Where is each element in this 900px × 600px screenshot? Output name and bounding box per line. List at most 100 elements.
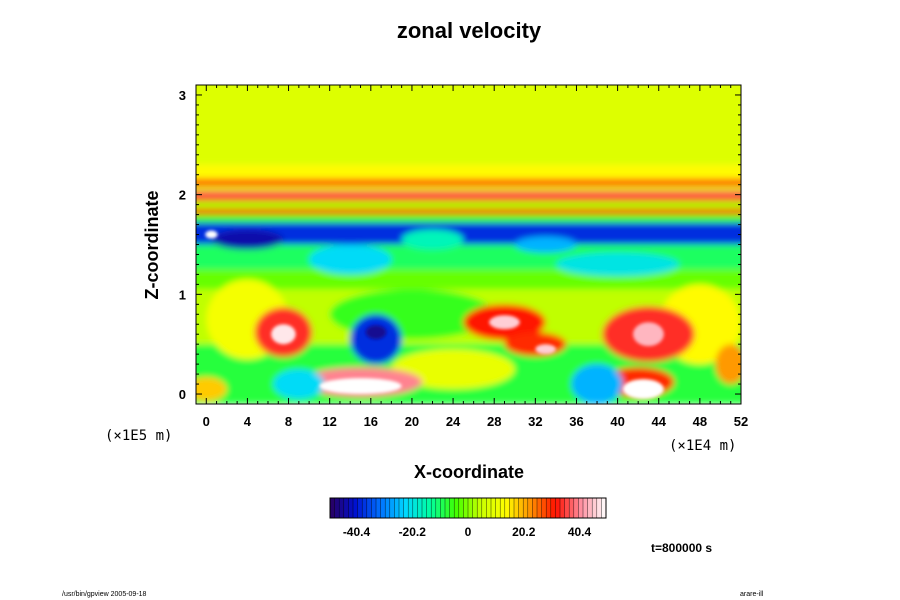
field-blob (391, 349, 515, 390)
y-multiplier: (×1E5 m) (105, 428, 172, 444)
heatmap-field (196, 85, 741, 404)
field-layer (196, 186, 741, 191)
colorbar-swatch (348, 498, 354, 518)
colorbar-swatch (458, 498, 464, 518)
y-tick-label: 3 (179, 88, 186, 103)
x-ticks: 0 4 8 12 16 20 24 28 32 36 40 44 48 52 (203, 85, 748, 429)
colorbar-swatch (578, 498, 584, 518)
x-tick-label: 12 (322, 414, 336, 429)
field-layer (196, 214, 741, 223)
colorbar-swatch (412, 498, 418, 518)
x-tick-label: 44 (652, 414, 667, 429)
colorbar-tick-label: 20.2 (512, 525, 536, 539)
colorbar-swatch (509, 498, 515, 518)
field-blob (715, 344, 741, 385)
x-axis-label: X-coordinate (414, 462, 524, 482)
colorbar-swatch (376, 498, 381, 518)
field-core (489, 315, 520, 330)
field-blob (571, 364, 623, 404)
x-tick-label: 52 (734, 414, 748, 429)
colorbar-swatch (463, 498, 469, 518)
colorbar-swatch (353, 498, 358, 518)
field-blob (401, 229, 464, 250)
colorbar-swatch (587, 498, 593, 518)
field-core (271, 324, 296, 345)
field-blob (504, 332, 567, 357)
x-tick-label: 4 (244, 414, 252, 429)
colorbar-swatch (486, 498, 492, 518)
colorbar-tick-label: -40.4 (343, 525, 371, 539)
colorbar-swatch (564, 498, 570, 518)
x-tick-label: 8 (285, 414, 292, 429)
field-blob (273, 369, 325, 400)
field-core (319, 378, 402, 395)
x-tick-label: 24 (446, 414, 461, 429)
colorbar-swatch (362, 498, 368, 518)
colorbar-swatch (541, 498, 547, 518)
colorbar-swatch (399, 498, 404, 518)
footer-right: arare-ill (740, 591, 764, 598)
field-blob (555, 252, 680, 277)
field-blob (211, 229, 284, 250)
colorbar-swatch (394, 498, 400, 518)
field-layer (196, 164, 741, 179)
colorbar-swatch (454, 498, 460, 518)
colorbar-swatch (546, 498, 552, 518)
colorbar-swatch (403, 498, 409, 518)
colorbar-frame (329, 497, 607, 519)
colorbar-swatch (596, 498, 602, 518)
field-core (633, 322, 664, 347)
field-layer (196, 222, 741, 245)
colorbar-swatch (555, 498, 561, 518)
colorbar-swatch (330, 498, 335, 518)
colorbar-swatch (532, 498, 538, 518)
field-layer (196, 269, 741, 290)
chart-title: zonal velocity (397, 18, 542, 43)
colorbar-swatch (339, 498, 345, 518)
x-tick-label: 40 (610, 414, 624, 429)
field-blob (196, 377, 227, 402)
colorbar-swatch (601, 498, 607, 518)
field-layer (196, 85, 741, 165)
colorbar-swatch (435, 498, 441, 518)
x-tick-label: 20 (405, 414, 419, 429)
x-tick-label: 48 (693, 414, 707, 429)
colorbar (329, 498, 607, 518)
colorbar-swatch (481, 498, 487, 518)
colorbar-swatch (537, 498, 542, 518)
x-tick-label: 0 (203, 414, 210, 429)
x-multiplier: (×1E4 m) (669, 438, 736, 454)
colorbar-swatch (449, 498, 455, 518)
colorbar-swatch (366, 498, 372, 518)
colorbar-swatch (560, 498, 565, 518)
colorbar-swatch (334, 498, 340, 518)
field-layer (196, 201, 741, 209)
colorbar-swatch (514, 498, 519, 518)
colorbar-swatch (422, 498, 427, 518)
y-axis-label: Z-coordinate (142, 190, 162, 299)
colorbar-swatch (491, 498, 496, 518)
x-tick-label: 32 (528, 414, 542, 429)
y-tick-label: 0 (179, 387, 186, 402)
colorbar-swatch (468, 498, 473, 518)
colorbar-swatch (371, 498, 377, 518)
colorbar-swatch (385, 498, 391, 518)
y-tick-label: 1 (179, 287, 186, 302)
y-tick-label: 2 (179, 188, 186, 203)
colorbar-swatch (500, 498, 506, 518)
colorbar-swatch (495, 498, 501, 518)
field-core (622, 379, 664, 400)
colorbar-swatch (504, 498, 510, 518)
field-layer (196, 190, 741, 198)
colorbar-swatch (445, 498, 450, 518)
colorbar-swatch (417, 498, 423, 518)
colorbar-swatch (550, 498, 556, 518)
colorbar-ticks: -40.4 -20.2 0 20.2 40.4 (343, 525, 592, 539)
colorbar-swatch (431, 498, 437, 518)
field-core (535, 344, 556, 355)
colorbar-tick-label: -20.2 (399, 525, 427, 539)
colorbar-swatch (518, 498, 524, 518)
field-layer (196, 208, 741, 215)
colorbar-swatch (408, 498, 414, 518)
